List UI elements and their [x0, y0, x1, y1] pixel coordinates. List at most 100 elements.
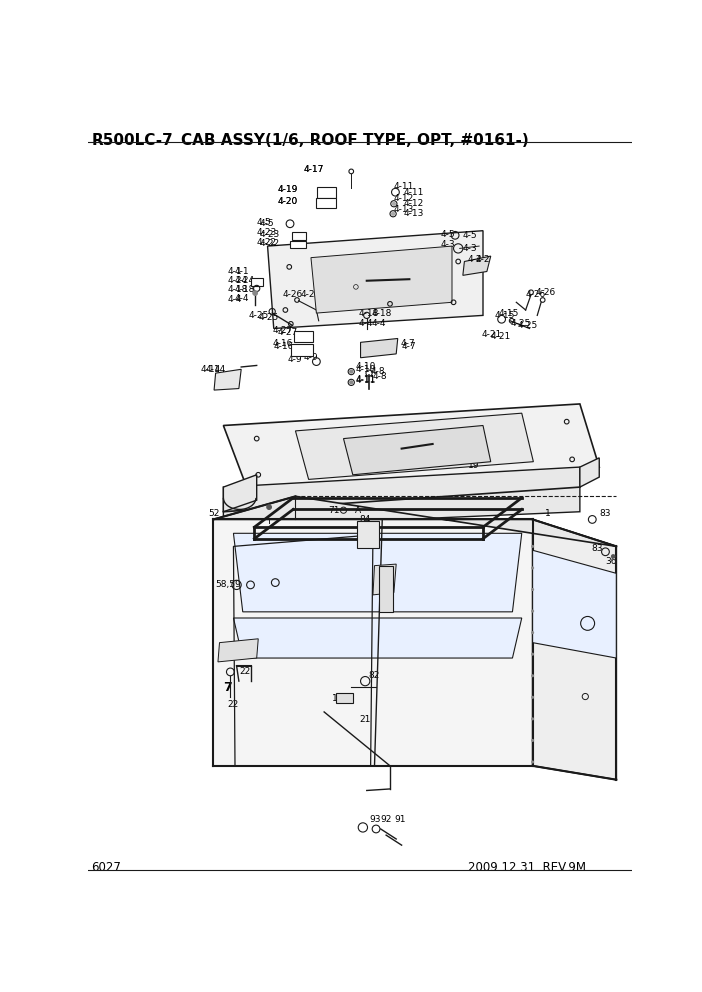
Text: R500LC-7: R500LC-7 — [92, 133, 173, 148]
Text: 4-2: 4-2 — [468, 255, 482, 264]
Bar — [251, 279, 263, 286]
Polygon shape — [234, 534, 522, 612]
Bar — [317, 186, 336, 197]
Text: 4-19: 4-19 — [277, 186, 298, 194]
Circle shape — [392, 202, 395, 205]
Text: 4-24: 4-24 — [227, 276, 247, 286]
Circle shape — [531, 717, 534, 720]
Text: 14: 14 — [332, 693, 343, 702]
Circle shape — [531, 566, 534, 569]
Polygon shape — [223, 475, 257, 512]
Text: 4-20: 4-20 — [277, 197, 298, 206]
Text: 4-15: 4-15 — [495, 310, 515, 319]
Text: 4-8: 4-8 — [373, 372, 388, 382]
Text: 4-15: 4-15 — [498, 309, 519, 317]
Text: 4-9: 4-9 — [303, 353, 318, 362]
Polygon shape — [223, 467, 580, 527]
Text: 4-18: 4-18 — [371, 310, 392, 318]
Polygon shape — [580, 458, 600, 487]
Text: 68: 68 — [275, 503, 287, 513]
Polygon shape — [373, 564, 396, 595]
Text: 31: 31 — [383, 558, 394, 566]
Text: 4-14: 4-14 — [200, 365, 220, 374]
Text: 4-7: 4-7 — [402, 341, 416, 351]
Text: 4-1: 4-1 — [227, 267, 242, 276]
Polygon shape — [213, 496, 616, 547]
Text: A: A — [355, 506, 362, 515]
Text: 4-8: 4-8 — [371, 367, 385, 376]
Text: 92: 92 — [380, 815, 392, 824]
Text: 83: 83 — [592, 545, 603, 554]
Polygon shape — [311, 246, 452, 313]
Text: 4-22: 4-22 — [260, 239, 280, 248]
Text: 4-13: 4-13 — [403, 209, 423, 218]
Text: 4-7: 4-7 — [400, 339, 415, 348]
Bar — [357, 521, 379, 548]
Bar — [336, 692, 353, 703]
Circle shape — [350, 370, 353, 373]
Text: 4-3: 4-3 — [440, 240, 455, 249]
Polygon shape — [218, 639, 258, 662]
Text: 4-17: 4-17 — [303, 165, 324, 174]
Text: 22: 22 — [227, 699, 239, 708]
Text: 4-4: 4-4 — [359, 318, 373, 327]
Text: CAB ASSY(1/6, ROOF TYPE, OPT, #0161-): CAB ASSY(1/6, ROOF TYPE, OPT, #0161-) — [180, 133, 529, 148]
Text: 4-5: 4-5 — [260, 219, 274, 228]
Text: 4-21: 4-21 — [482, 330, 502, 339]
Text: 4-17: 4-17 — [303, 165, 324, 174]
Text: 19: 19 — [468, 461, 479, 470]
Text: 4-11: 4-11 — [355, 376, 376, 385]
Text: 4-27: 4-27 — [272, 326, 293, 335]
Text: 4-18: 4-18 — [227, 286, 248, 295]
Text: 93: 93 — [369, 815, 380, 824]
Circle shape — [531, 653, 534, 656]
Text: 36: 36 — [605, 558, 617, 566]
Circle shape — [253, 291, 258, 296]
Text: 4-6: 4-6 — [394, 298, 409, 307]
Circle shape — [531, 739, 534, 742]
Text: 4-6: 4-6 — [392, 298, 406, 307]
Text: 4-20: 4-20 — [277, 197, 298, 206]
Text: 4-19: 4-19 — [277, 186, 298, 194]
Text: 4-2: 4-2 — [475, 256, 490, 265]
Text: 4-18: 4-18 — [359, 309, 379, 317]
Text: 52: 52 — [208, 509, 219, 518]
Text: 4-18: 4-18 — [235, 286, 256, 295]
Polygon shape — [361, 338, 398, 358]
Text: 4-11: 4-11 — [355, 375, 376, 384]
Circle shape — [531, 675, 534, 678]
Text: 82: 82 — [369, 672, 380, 681]
Text: 4-23: 4-23 — [257, 228, 277, 237]
Text: 4-26: 4-26 — [526, 290, 546, 300]
Polygon shape — [213, 520, 533, 766]
Circle shape — [267, 505, 272, 510]
Polygon shape — [267, 231, 483, 328]
Bar — [379, 565, 393, 612]
Text: 4-22: 4-22 — [257, 238, 277, 247]
Text: 22: 22 — [239, 668, 251, 677]
Text: 4-13: 4-13 — [394, 205, 414, 214]
Text: 4-1: 4-1 — [235, 267, 250, 276]
Text: 2009.12.31  REV.9M: 2009.12.31 REV.9M — [468, 861, 585, 874]
Text: 4-14: 4-14 — [206, 365, 226, 374]
Circle shape — [531, 695, 534, 698]
Bar — [290, 241, 305, 248]
Text: 21: 21 — [359, 715, 371, 724]
Text: 4-16: 4-16 — [272, 339, 293, 348]
Text: 4-25: 4-25 — [249, 310, 269, 319]
Text: 1: 1 — [545, 509, 551, 518]
Text: 4-12: 4-12 — [403, 199, 423, 208]
Polygon shape — [533, 520, 616, 780]
Text: 4-4: 4-4 — [235, 294, 249, 303]
Bar — [316, 198, 336, 208]
Bar — [291, 232, 305, 240]
Text: 4-24: 4-24 — [235, 276, 255, 286]
Circle shape — [531, 545, 534, 548]
Circle shape — [611, 555, 616, 558]
Polygon shape — [533, 551, 616, 658]
Text: 4-16: 4-16 — [274, 342, 294, 351]
Text: A: A — [413, 298, 419, 307]
Text: 4-10: 4-10 — [355, 362, 376, 371]
Circle shape — [392, 212, 395, 215]
Text: 4-5: 4-5 — [257, 218, 272, 227]
